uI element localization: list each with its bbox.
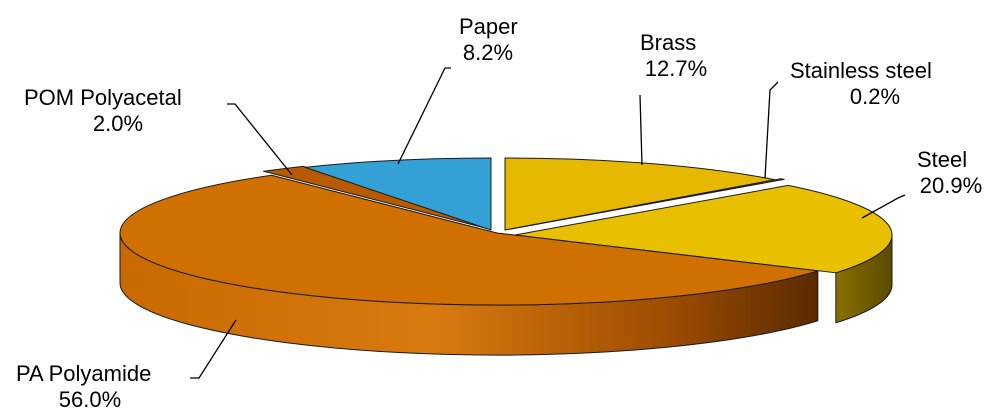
- label-pa-polyamide: PA Polyamide: [16, 361, 151, 386]
- value-label-stainless-steel: 0.2%: [850, 84, 900, 109]
- label-pom-polyacetal: POM Polyacetal: [24, 85, 182, 110]
- slice-paper: [304, 157, 492, 231]
- label-brass: Brass: [640, 30, 696, 55]
- slice-pom-polyacetal: [263, 165, 490, 230]
- leader-line-steel: [861, 194, 906, 219]
- slice-pa-polyamide: [119, 174, 819, 306]
- leader-line-brass: [639, 94, 643, 166]
- value-label-pa-polyamide: 56.0%: [59, 387, 121, 410]
- label-stainless-steel: Stainless steel: [790, 58, 932, 83]
- leader-line-pa-polyamide: [190, 319, 237, 379]
- slice-brass: [504, 157, 776, 231]
- label-steel: Steel: [917, 147, 967, 172]
- value-label-brass: 12.7%: [645, 56, 707, 81]
- leader-line-pom-polyacetal: [227, 103, 293, 176]
- value-label-paper: 8.2%: [463, 40, 513, 65]
- value-label-pom-polyacetal: 2.0%: [93, 111, 143, 136]
- label-paper: Paper: [459, 14, 518, 39]
- pie-slices: [119, 157, 893, 356]
- slice-stainless-steel: [510, 178, 785, 230]
- leader-line-stainless-steel: [764, 81, 779, 179]
- slice-steel: [514, 184, 893, 274]
- value-label-steel: 20.9%: [920, 173, 982, 198]
- leader-line-paper: [397, 67, 451, 165]
